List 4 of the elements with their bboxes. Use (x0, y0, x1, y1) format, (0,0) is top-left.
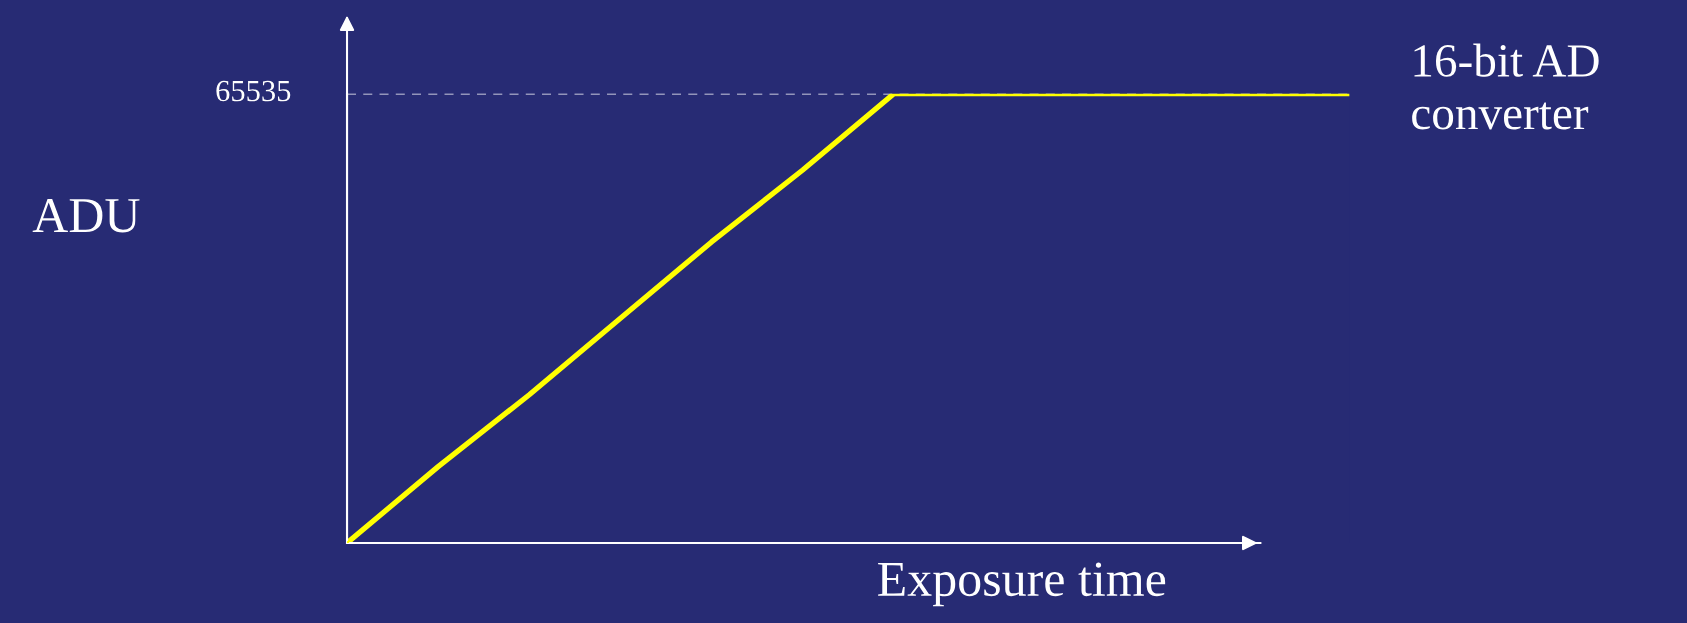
text: 65535 (216, 80, 291, 102)
y-axis-title: ADU (32, 198, 140, 233)
x-axis-title: Exposure time (878, 562, 1166, 607)
text: 16-bit AD converter (1412, 43, 1599, 130)
